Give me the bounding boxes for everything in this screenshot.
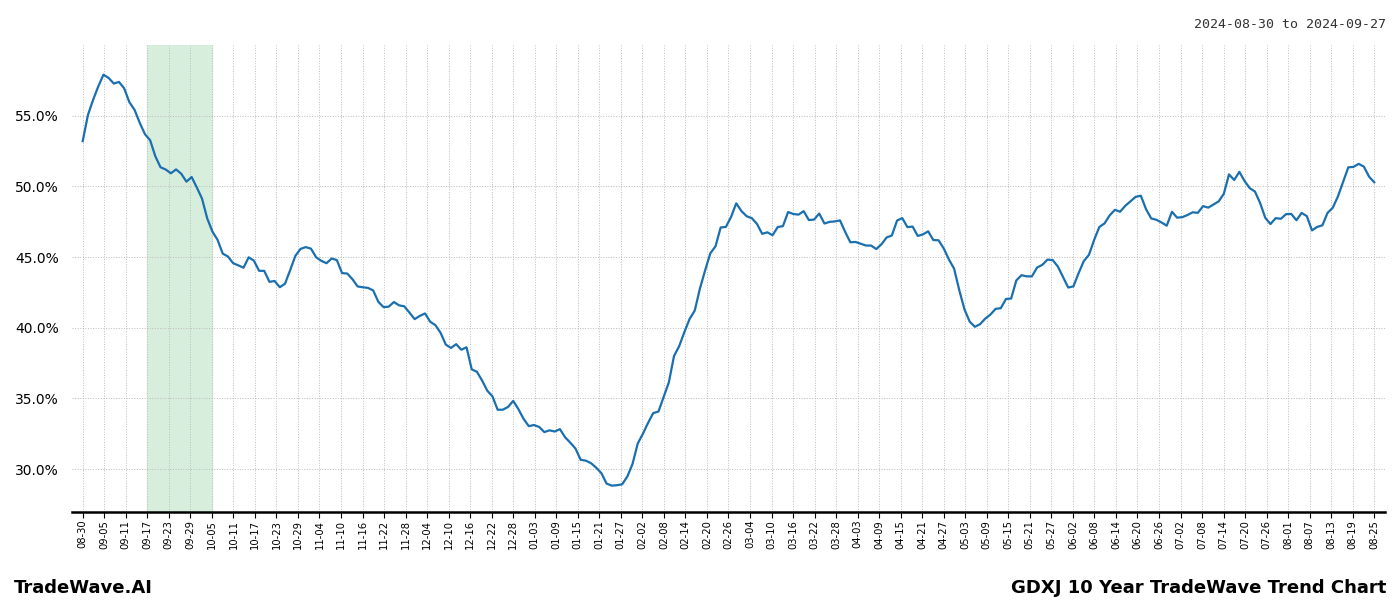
Bar — [147, 45, 211, 512]
Text: TradeWave.AI: TradeWave.AI — [14, 579, 153, 597]
Text: GDXJ 10 Year TradeWave Trend Chart: GDXJ 10 Year TradeWave Trend Chart — [1011, 579, 1386, 597]
Text: 2024-08-30 to 2024-09-27: 2024-08-30 to 2024-09-27 — [1194, 18, 1386, 31]
